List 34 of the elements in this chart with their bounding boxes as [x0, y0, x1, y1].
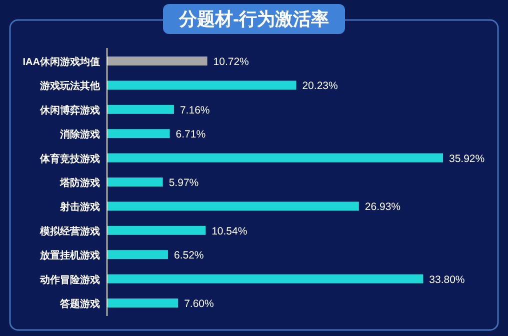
data-label: 20.23%	[302, 80, 338, 92]
y-tick-label: 答题游戏	[59, 298, 100, 310]
data-label: 35.92%	[449, 152, 485, 165]
y-tick-label: 游戏玩法其他	[39, 80, 101, 92]
y-tick-label: 塔防游戏	[59, 177, 100, 189]
data-label: 10.72%	[213, 56, 249, 68]
data-label: 6.71%	[176, 128, 206, 141]
y-tick-label: IAA休闲游戏均值	[22, 56, 100, 68]
data-label: 7.60%	[184, 298, 214, 310]
y-tick-label: 动作冒险游戏	[39, 274, 100, 286]
bar	[107, 129, 170, 138]
chart-title: 分题材-行为激活率	[178, 9, 329, 29]
data-label: 33.80%	[429, 274, 465, 286]
bar	[107, 153, 443, 162]
data-label: 6.52%	[174, 250, 204, 262]
y-tick-label: 模拟经营游戏	[39, 225, 100, 238]
data-label: 5.97%	[168, 177, 199, 189]
bar	[107, 298, 178, 308]
y-tick-label: 射击游戏	[59, 201, 100, 214]
data-label: 7.16%	[180, 104, 210, 116]
bar	[107, 80, 296, 90]
bar	[107, 226, 206, 235]
bar	[107, 178, 163, 186]
bar	[107, 250, 168, 260]
y-tick-label: 放置挂机游戏	[39, 250, 100, 262]
bar	[107, 56, 208, 66]
y-tick-label: 体育竞技游戏	[39, 152, 100, 165]
data-label: 26.93%	[364, 201, 401, 214]
bar	[107, 274, 424, 284]
data-label: 10.54%	[212, 225, 248, 238]
bar	[107, 202, 359, 211]
y-tick-label: 消除游戏	[59, 128, 100, 141]
y-tick-label: 休闲博弈游戏	[39, 104, 100, 116]
bar	[107, 104, 174, 114]
